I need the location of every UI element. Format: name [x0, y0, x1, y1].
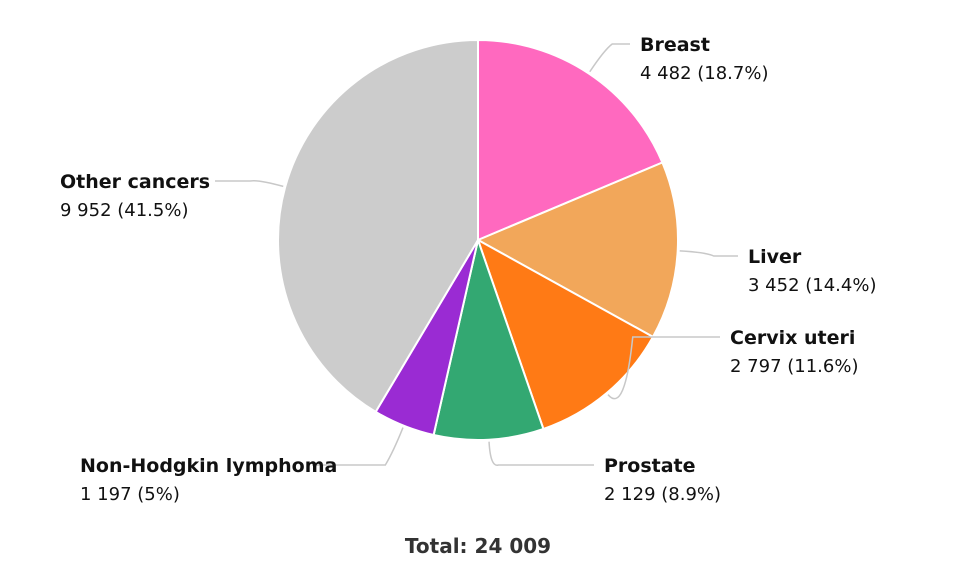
slice-label-liver: Liver	[748, 246, 802, 268]
slice-label-other: Other cancers	[60, 171, 210, 193]
leader-line-liver	[679, 250, 738, 257]
total-label: Total: 24 009	[405, 534, 551, 558]
pie-slice-cervix	[476, 237, 655, 431]
slices	[277, 38, 679, 441]
slice-label-nhl: Non-Hodgkin lymphoma	[80, 455, 337, 477]
leader-lines	[215, 43, 738, 466]
leader-line-other	[215, 180, 284, 188]
pie-slice-breast	[477, 38, 664, 242]
slice-value-liver: 3 452 (14.4%)	[748, 275, 876, 296]
slice-label-prostate: Prostate	[604, 455, 696, 477]
pie-slice-other	[277, 38, 479, 414]
slice-label-cervix: Cervix uteri	[730, 327, 855, 349]
pie-slice-prostate	[432, 236, 545, 441]
slice-value-cervix: 2 797 (11.6%)	[730, 356, 858, 377]
slice-labels: Breast 4 482 (18.7%) Liver 3 452 (14.4%) Cer…	[60, 34, 876, 505]
slice-value-nhl: 1 197 (5%)	[80, 484, 180, 505]
pie-slice-liver	[475, 161, 679, 339]
leader-line-nhl	[312, 427, 404, 466]
leader-line-cervix	[607, 336, 720, 400]
slice-value-breast: 4 482 (18.7%)	[640, 63, 768, 84]
slice-label-breast: Breast	[640, 34, 710, 56]
slice-value-other: 9 952 (41.5%)	[60, 200, 188, 221]
slice-value-prostate: 2 129 (8.9%)	[604, 484, 721, 505]
leader-line-prostate	[488, 441, 594, 466]
leader-line-breast	[589, 43, 630, 73]
